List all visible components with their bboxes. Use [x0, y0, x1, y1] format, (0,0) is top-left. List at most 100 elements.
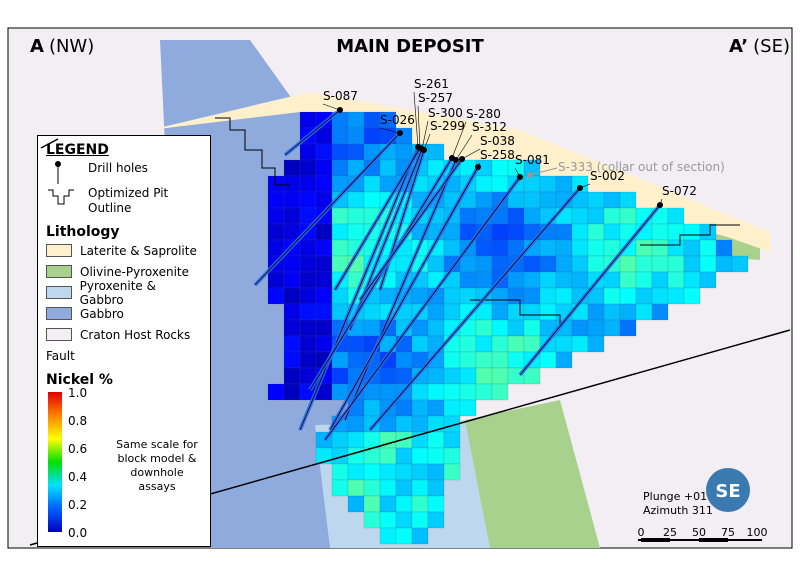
block	[539, 303, 557, 321]
block	[331, 143, 349, 161]
scale-label: 25	[663, 526, 677, 539]
section-left: A (NW)	[30, 36, 94, 57]
block	[491, 255, 509, 273]
block	[443, 383, 461, 401]
block	[667, 271, 685, 289]
drill-symbol: Drill holes	[46, 158, 202, 186]
collar	[475, 164, 481, 170]
legend-entry: Optimized Pit Outline	[88, 186, 169, 215]
block	[395, 527, 413, 545]
scale-tick: 0.0	[68, 526, 88, 540]
block	[683, 271, 701, 289]
collar	[517, 174, 523, 180]
block	[443, 367, 461, 385]
block	[283, 351, 301, 369]
drill-label: S-081	[515, 153, 550, 167]
block	[699, 271, 717, 289]
block	[587, 191, 605, 209]
block	[379, 527, 397, 545]
block	[475, 319, 493, 337]
collar	[527, 172, 533, 178]
block	[267, 271, 285, 289]
block	[507, 207, 525, 225]
block	[443, 351, 461, 369]
block	[619, 303, 637, 321]
block	[395, 511, 413, 529]
block	[411, 495, 429, 513]
block	[347, 479, 365, 497]
lithology-entry: Olivine-Pyroxenite	[46, 261, 202, 282]
block	[315, 335, 333, 353]
block	[331, 127, 349, 145]
block	[427, 479, 445, 497]
block	[299, 191, 317, 209]
block	[667, 255, 685, 273]
block	[331, 463, 349, 481]
block	[331, 287, 349, 305]
drill-hole	[299, 146, 419, 431]
block	[539, 351, 557, 369]
block	[571, 335, 589, 353]
drill-hole	[324, 176, 521, 441]
block	[491, 383, 509, 401]
block	[347, 447, 365, 465]
block	[427, 143, 445, 161]
block	[347, 207, 365, 225]
block	[363, 431, 381, 449]
block	[603, 191, 621, 209]
scale-label: 75	[721, 526, 735, 539]
legend-entry: Craton Host Rocks	[80, 327, 191, 342]
block	[507, 351, 525, 369]
block	[555, 175, 573, 193]
block	[491, 223, 509, 241]
block	[699, 239, 717, 257]
block	[475, 175, 493, 193]
block	[699, 223, 717, 241]
fault-icon	[40, 138, 59, 149]
block	[619, 207, 637, 225]
block	[411, 415, 429, 433]
block	[491, 335, 509, 353]
block	[555, 271, 573, 289]
pit-icon	[48, 189, 74, 205]
block	[315, 287, 333, 305]
block	[443, 431, 461, 449]
block	[443, 399, 461, 417]
block	[475, 271, 493, 289]
block	[267, 175, 285, 193]
collar	[397, 130, 403, 136]
block	[299, 287, 317, 305]
collar	[453, 157, 459, 163]
block	[587, 303, 605, 321]
block	[635, 271, 653, 289]
scale-tick: 0.6	[68, 442, 88, 456]
block	[475, 383, 493, 401]
lithology-entry: Gabbro	[46, 303, 202, 324]
block	[427, 463, 445, 481]
block	[475, 335, 493, 353]
olivine-pyroxenite	[465, 400, 600, 548]
drill-label: S-312	[472, 120, 507, 134]
block	[507, 191, 525, 209]
label-leader	[455, 134, 473, 161]
pit-outline	[215, 117, 290, 186]
block	[443, 303, 461, 321]
block	[539, 191, 557, 209]
block	[587, 223, 605, 241]
block	[315, 319, 333, 337]
legend-entry: Drill holes	[88, 161, 148, 175]
block	[555, 287, 573, 305]
block	[443, 447, 461, 465]
block	[331, 479, 349, 497]
swatch	[46, 265, 72, 278]
block	[267, 223, 285, 241]
block	[587, 255, 605, 273]
block	[347, 335, 365, 353]
scale-tick: 0.8	[68, 414, 88, 428]
block	[603, 223, 621, 241]
scale-tick: 0.4	[68, 470, 88, 484]
block	[411, 335, 429, 353]
block	[603, 319, 621, 337]
drill-label: S-299	[430, 119, 465, 133]
block	[427, 255, 445, 273]
